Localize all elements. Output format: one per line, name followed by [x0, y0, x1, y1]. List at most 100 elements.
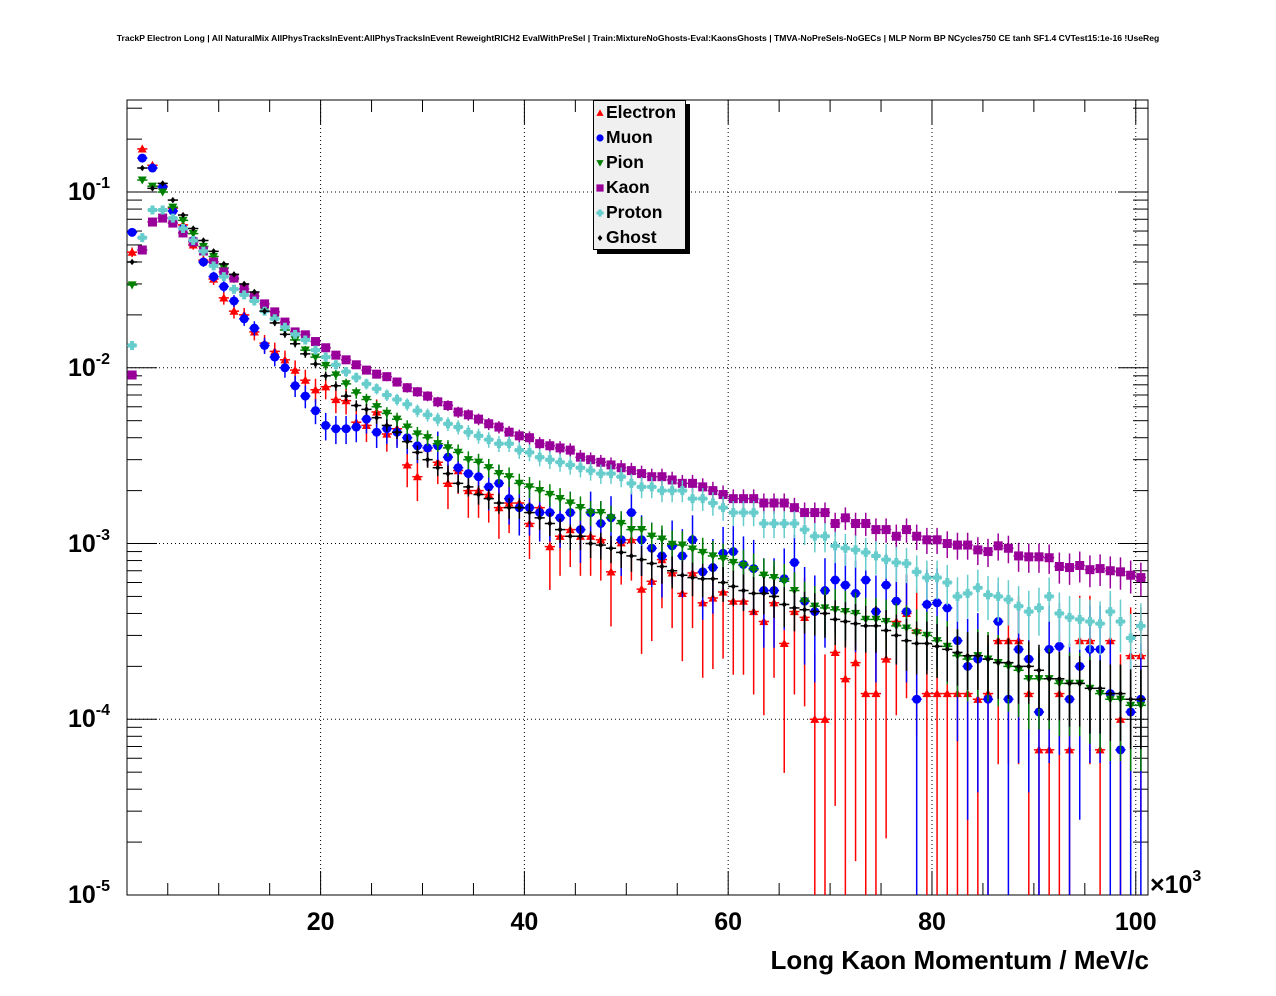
- data-point: [392, 415, 402, 424]
- data-point: [1075, 614, 1085, 624]
- data-point: [137, 233, 147, 243]
- data-point: [565, 445, 575, 455]
- legend-marker-shape: [596, 183, 604, 192]
- data-point: [626, 508, 636, 518]
- legend-item-kaon: Kaon: [594, 175, 685, 200]
- data-point: [241, 280, 247, 288]
- legend-marker-svg: [596, 208, 604, 217]
- data-point: [412, 406, 422, 416]
- chart-title: TrackP Electron Long | All NaturalMix Al…: [116, 33, 1160, 43]
- legend-item-ghost: Ghost: [594, 225, 685, 250]
- data-point: [840, 674, 850, 683]
- data-point: [698, 548, 708, 557]
- data-point: [1054, 641, 1064, 651]
- data-point: [891, 596, 901, 606]
- data-point: [127, 281, 137, 290]
- data-point: [494, 469, 504, 479]
- data-point: [851, 545, 861, 555]
- data-point: [779, 638, 789, 648]
- legend-marker-shape: [596, 208, 604, 217]
- data-point: [800, 508, 810, 518]
- x-tick-label: 100: [1114, 908, 1157, 936]
- data-point: [127, 247, 137, 256]
- data-point: [1026, 663, 1032, 670]
- data-point: [311, 406, 321, 416]
- legend-marker-triangle-down-icon: [594, 158, 606, 168]
- data-point: [749, 566, 759, 575]
- data-point: [628, 552, 634, 560]
- data-point: [922, 535, 932, 545]
- data-point: [832, 616, 838, 623]
- data-point: [127, 340, 137, 350]
- data-point: [728, 494, 738, 504]
- data-point: [1024, 607, 1034, 617]
- data-point: [820, 508, 830, 518]
- data-point: [577, 533, 583, 540]
- y-tick-label: 10-3: [40, 527, 110, 559]
- data-point: [486, 495, 492, 502]
- x-tick-label: 80: [918, 908, 946, 936]
- data-point: [139, 164, 145, 172]
- data-point: [290, 329, 300, 339]
- legend-marker-svg: [596, 108, 604, 116]
- x-multiplier-base: ×10: [1150, 871, 1193, 899]
- data-point: [659, 563, 665, 570]
- legend-label: Ghost: [606, 227, 657, 247]
- data-point: [453, 448, 463, 457]
- data-point: [596, 457, 606, 467]
- data-point: [361, 379, 371, 389]
- data-point: [219, 272, 229, 282]
- data-point: [160, 180, 166, 187]
- data-point: [209, 272, 219, 282]
- data-point: [596, 469, 606, 479]
- data-point: [524, 483, 534, 492]
- data-point: [771, 593, 777, 600]
- data-point: [812, 608, 818, 615]
- data-point: [761, 590, 767, 597]
- data-point: [932, 689, 942, 698]
- data-point: [861, 547, 871, 557]
- data-point: [942, 539, 952, 549]
- data-point: [272, 319, 278, 327]
- data-point: [902, 525, 912, 535]
- y-tick-label: 10-1: [40, 175, 110, 207]
- data-point: [229, 273, 239, 283]
- data-point: [891, 531, 901, 541]
- data-point: [351, 422, 361, 432]
- data-point: [759, 518, 769, 528]
- legend-label: Electron: [606, 102, 677, 122]
- data-point: [1005, 659, 1011, 666]
- data-point: [221, 260, 227, 268]
- data-point: [810, 714, 820, 723]
- data-point: [535, 439, 545, 449]
- data-point: [455, 480, 461, 487]
- data-point: [555, 443, 565, 453]
- data-point: [781, 601, 787, 608]
- data-point: [861, 689, 871, 698]
- data-point: [372, 427, 382, 437]
- legend-marker-svg: [596, 133, 604, 142]
- data-point: [779, 577, 789, 586]
- data-series: [127, 144, 1146, 895]
- data-point: [158, 205, 168, 215]
- data-point: [567, 533, 573, 540]
- data-point: [474, 414, 484, 424]
- data-point: [249, 323, 259, 333]
- y-tick-base: 10: [67, 705, 96, 734]
- data-point: [545, 490, 555, 500]
- data-point: [749, 494, 759, 504]
- data-point: [219, 282, 229, 292]
- data-point: [586, 455, 596, 465]
- data-point: [147, 205, 157, 215]
- data-point: [1105, 566, 1115, 576]
- data-point: [667, 540, 677, 549]
- data-point: [484, 464, 494, 473]
- x-tick-label: 40: [510, 908, 539, 936]
- data-point: [973, 545, 983, 555]
- data-point: [372, 369, 382, 379]
- data-point: [993, 541, 1003, 551]
- data-point: [1054, 608, 1064, 618]
- data-point: [168, 213, 178, 223]
- data-point: [710, 575, 716, 582]
- data-point: [137, 144, 147, 153]
